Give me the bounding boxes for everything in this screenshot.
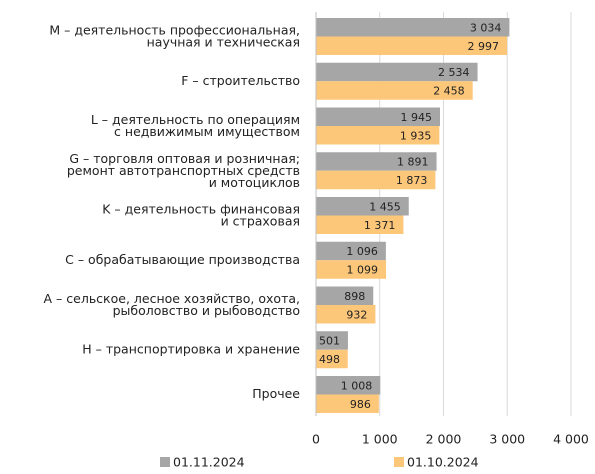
legend-swatch bbox=[160, 457, 170, 467]
bar bbox=[316, 241, 386, 261]
bar bbox=[316, 197, 409, 216]
bar bbox=[316, 349, 348, 369]
value-label: 1 873 bbox=[396, 174, 428, 187]
bar bbox=[316, 170, 436, 190]
bar bbox=[316, 260, 387, 279]
value-label: 1 008 bbox=[341, 379, 373, 392]
value-label: 2 534 bbox=[438, 66, 470, 79]
x-tick-label: 4 000 bbox=[553, 432, 589, 447]
x-tick-label: 2 000 bbox=[426, 432, 462, 447]
value-label: 1 096 bbox=[346, 245, 378, 258]
bar bbox=[316, 305, 376, 324]
value-label: 1 891 bbox=[397, 156, 429, 169]
category-label: F – строительство bbox=[181, 73, 300, 88]
bar bbox=[316, 331, 348, 350]
value-label: 1 371 bbox=[364, 219, 396, 232]
x-tick-label: 0 bbox=[312, 432, 320, 447]
category-label: C – обрабатывающие производства bbox=[65, 252, 300, 267]
bar bbox=[316, 376, 381, 395]
bar bbox=[316, 18, 510, 37]
value-label: 986 bbox=[350, 398, 371, 411]
legend-label: 01.10.2024 bbox=[407, 455, 479, 470]
value-label: 3 034 bbox=[470, 21, 502, 34]
bar bbox=[316, 36, 508, 55]
category-label: H – транспортировка и хранение bbox=[82, 341, 300, 356]
value-label: 898 bbox=[344, 290, 365, 303]
value-label: 1 455 bbox=[369, 200, 401, 213]
legend-label: 01.11.2024 bbox=[173, 455, 245, 470]
value-label: 1 099 bbox=[347, 264, 379, 277]
category-label: K – деятельность финансовая и страховая bbox=[102, 201, 300, 228]
value-label: 498 bbox=[319, 353, 340, 366]
category-label: G – торговля оптовая и розничная; ремонт … bbox=[67, 150, 300, 189]
value-label: 2 997 bbox=[468, 40, 500, 53]
bar bbox=[316, 286, 374, 305]
x-tick-label: 1 000 bbox=[362, 432, 398, 447]
bar bbox=[316, 62, 478, 82]
category-label: L – деятельность по операциям с недвижимы… bbox=[91, 112, 300, 139]
bar bbox=[316, 394, 379, 413]
bar bbox=[316, 81, 473, 100]
value-label: 1 945 bbox=[400, 111, 432, 124]
legend-swatch bbox=[394, 457, 404, 467]
value-label: 2 458 bbox=[433, 85, 465, 98]
bar bbox=[316, 215, 404, 234]
x-tick-label: 3 000 bbox=[489, 432, 525, 447]
bar bbox=[316, 107, 440, 126]
bar bbox=[316, 126, 440, 145]
value-label: 1 935 bbox=[400, 129, 432, 142]
value-label: 501 bbox=[319, 335, 340, 348]
category-label: M – деятельность профессиональная, научна… bbox=[49, 22, 300, 49]
bar bbox=[316, 152, 437, 171]
category-label: Прочее bbox=[252, 386, 300, 401]
category-label: A – сельское, лесное хозяйство, охота, ры… bbox=[44, 291, 300, 318]
value-label: 932 bbox=[346, 308, 367, 321]
